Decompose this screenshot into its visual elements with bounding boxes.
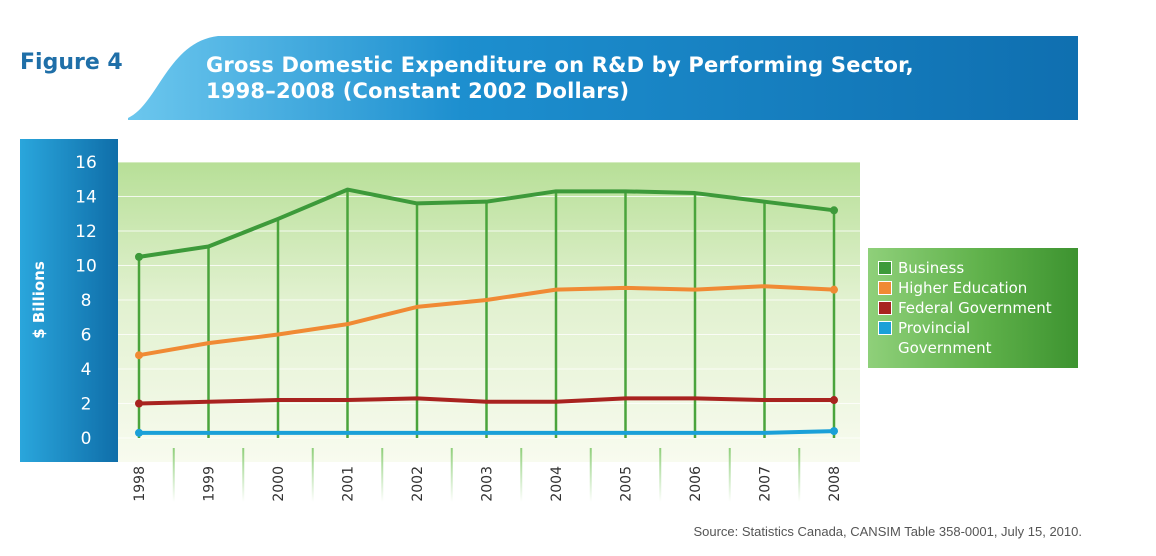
series-endpoint-federal-government — [135, 399, 143, 408]
series-endpoint-business — [830, 206, 838, 215]
figure-label: Figure 4 — [20, 50, 123, 75]
x-tick-divider — [242, 448, 245, 502]
x-tick-divider — [659, 448, 662, 502]
x-tick-label: 2005 — [619, 466, 635, 502]
x-tick-label: 2007 — [758, 466, 774, 502]
source-note: Source: Statistics Canada, CANSIM Table … — [693, 524, 1082, 539]
series-line-business — [137, 187, 836, 259]
legend-label: Federal Government — [898, 299, 1052, 317]
legend-label: Provincial Government — [898, 319, 992, 357]
series-line-higher-education — [137, 284, 836, 358]
series-line-provincial-government — [137, 429, 836, 435]
y-tick-label: 0 — [81, 429, 92, 449]
series-endpoint-federal-government — [830, 396, 838, 405]
y-tick-label: 16 — [75, 153, 97, 173]
y-tick-label: 4 — [81, 360, 92, 380]
plot-background — [118, 162, 860, 462]
x-tick-divider — [798, 448, 801, 502]
series-endpoint-provincial-government — [135, 428, 143, 437]
x-tick-divider — [311, 448, 314, 502]
y-tick-label: 6 — [81, 326, 92, 346]
x-tick-divider — [172, 448, 175, 502]
y-axis-panel — [20, 139, 118, 462]
x-tick-label: 2003 — [480, 466, 496, 502]
y-tick-label: 12 — [75, 222, 97, 242]
y-tick-label: 8 — [81, 291, 92, 311]
title-banner: Gross Domestic Expenditure on R&D by Per… — [128, 34, 1078, 122]
legend-item-higher-education: Higher Education — [878, 278, 1078, 298]
y-tick-label: 2 — [81, 395, 92, 415]
banner-shape — [128, 36, 1078, 120]
y-tick-label: 10 — [75, 257, 97, 277]
x-tick-label: 2006 — [688, 466, 704, 502]
x-tick-divider — [381, 448, 384, 502]
x-tick-label: 2004 — [549, 466, 565, 502]
series-endpoint-higher-education — [135, 351, 143, 360]
legend-item-provincial-government: Provincial Government — [878, 318, 1078, 358]
legend-swatch — [878, 301, 892, 315]
y-axis-label: $ Billions — [30, 261, 48, 339]
x-tick-label: 2002 — [410, 466, 426, 502]
legend-item-business: Business — [878, 258, 1078, 278]
series-line-federal-government — [137, 396, 836, 406]
x-tick-label: 2000 — [271, 466, 287, 502]
legend-label: Business — [898, 259, 965, 277]
chart-title: Gross Domestic Expenditure on R&D by Per… — [206, 53, 914, 103]
x-tick-divider — [520, 448, 523, 502]
legend-label: Higher Education — [898, 279, 1028, 297]
legend-swatch — [878, 261, 892, 275]
x-tick-label: 2008 — [827, 466, 843, 502]
x-tick-divider — [589, 448, 592, 502]
legend-swatch — [878, 281, 892, 295]
series-endpoint-higher-education — [830, 285, 838, 294]
x-tick-label: 1998 — [132, 466, 148, 502]
y-tick-label: 14 — [75, 188, 97, 208]
x-tick-divider — [450, 448, 453, 502]
series-endpoint-provincial-government — [830, 427, 838, 436]
x-tick-label: 2001 — [341, 466, 357, 502]
series-endpoint-business — [135, 252, 143, 261]
legend-item-federal-government: Federal Government — [878, 298, 1078, 318]
chart-legend: Business Higher Education Federal Govern… — [868, 248, 1078, 368]
legend-swatch — [878, 321, 892, 335]
x-tick-divider — [728, 448, 731, 502]
x-tick-label: 1999 — [202, 466, 218, 502]
